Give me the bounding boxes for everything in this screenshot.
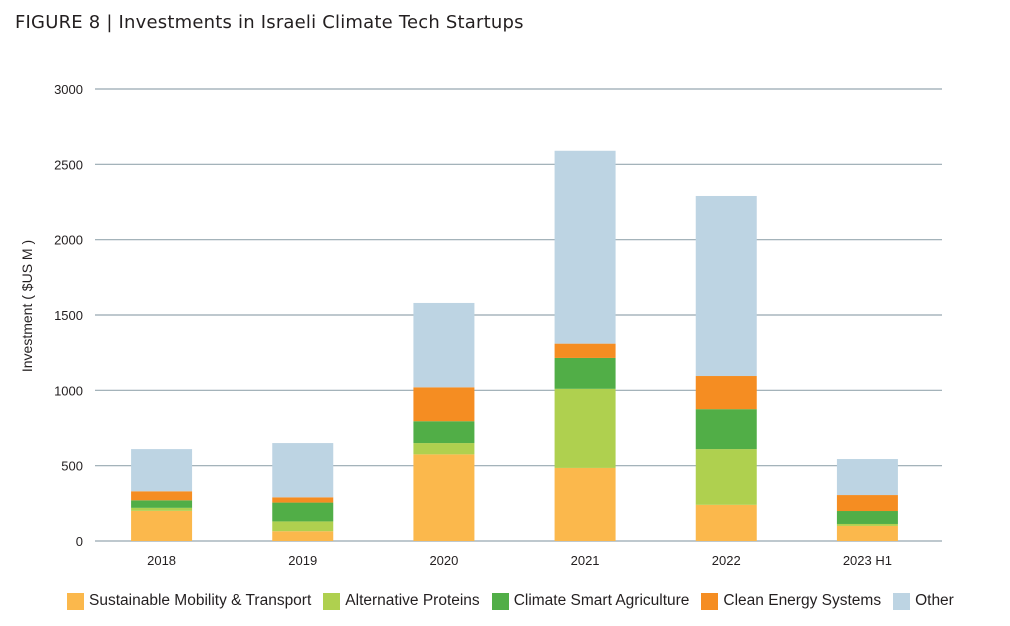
legend-label: Clean Energy Systems	[723, 592, 882, 609]
y-tick-label: 500	[61, 459, 83, 474]
bar-segment-sustainable-mobility-transport	[131, 510, 193, 541]
x-tick-label: 2019	[288, 553, 317, 568]
bar-stack-2023-h1	[836, 459, 898, 541]
bar-segment-other	[554, 150, 616, 344]
bars	[131, 150, 898, 541]
bar-segment-clean-energy-systems	[554, 343, 616, 358]
bar-stack-2020	[413, 302, 475, 541]
legend-label: Sustainable Mobility & Transport	[89, 592, 312, 609]
legend-item: Other	[893, 592, 954, 610]
gridlines	[95, 88, 942, 542]
y-tick-label: 3000	[54, 82, 83, 97]
bar-segment-sustainable-mobility-transport	[554, 467, 616, 541]
bar-segment-clean-energy-systems	[272, 497, 334, 503]
figure-title: FIGURE 8 | Investments in Israeli Climat…	[15, 12, 524, 33]
bar-segment-climate-smart-agriculture	[695, 409, 757, 450]
bar-segment-alternative-proteins	[695, 449, 757, 505]
y-tick-label: 2000	[54, 233, 83, 248]
legend-item: Sustainable Mobility & Transport	[67, 592, 311, 610]
legend-label: Other	[915, 592, 954, 609]
legend-swatch	[893, 592, 911, 610]
bar-segment-clean-energy-systems	[413, 387, 475, 422]
legend-label: Climate Smart Agriculture	[513, 592, 690, 609]
bar-segment-climate-smart-agriculture	[554, 357, 616, 389]
y-tick-label: 1000	[54, 383, 83, 398]
bar-segment-other	[836, 459, 898, 496]
bar-segment-clean-energy-systems	[695, 376, 757, 410]
y-tick-label: 2500	[54, 157, 83, 172]
x-tick-label: 2023 H1	[843, 553, 892, 568]
bar-segment-climate-smart-agriculture	[836, 511, 898, 524]
bar-segment-other	[413, 302, 475, 388]
y-axis-title: Investment ( $US M )	[19, 240, 35, 372]
x-tick-label: 2018	[147, 553, 176, 568]
legend-label: Alternative Proteins	[345, 592, 480, 609]
bar-segment-alternative-proteins	[554, 388, 616, 468]
bar-segment-alternative-proteins	[131, 507, 193, 511]
stacked-bar-chart: 0 500 1000 1500 2000 2500 3000 2018 2019 2020 202…	[19, 82, 942, 568]
y-tick-label: 1500	[54, 308, 83, 323]
x-tick-label: 2022	[712, 553, 741, 568]
bar-segment-climate-smart-agriculture	[272, 502, 334, 522]
bar-segment-clean-energy-systems	[836, 495, 898, 512]
bar-segment-alternative-proteins	[272, 521, 334, 532]
bar-segment-climate-smart-agriculture	[131, 500, 193, 508]
x-axis-ticks: 2018 2019 2020 2021 2022 2023 H1	[147, 553, 892, 568]
legend-item: Clean Energy Systems	[701, 592, 881, 610]
bar-stack-2018	[131, 449, 193, 541]
bar-stack-2021	[554, 150, 616, 541]
bar-segment-alternative-proteins	[413, 443, 475, 455]
bar-segment-sustainable-mobility-transport	[695, 504, 757, 541]
legend-swatch	[323, 592, 341, 610]
y-axis-ticks: 0 500 1000 1500 2000 2500 3000	[54, 82, 83, 549]
bar-segment-sustainable-mobility-transport	[836, 525, 898, 541]
bar-stack-2022	[695, 195, 757, 541]
legend-item: Climate Smart Agriculture	[491, 592, 690, 610]
bar-segment-other	[131, 449, 193, 492]
bar-segment-clean-energy-systems	[131, 491, 193, 501]
legend: Sustainable Mobility & Transport Alternat…	[67, 592, 966, 610]
bar-stack-2019	[272, 443, 334, 541]
legend-swatch	[67, 592, 84, 610]
legend-swatch	[701, 592, 719, 610]
y-tick-label: 0	[76, 534, 83, 549]
bar-segment-sustainable-mobility-transport	[272, 531, 334, 541]
bar-segment-alternative-proteins	[836, 523, 898, 526]
x-tick-label: 2020	[429, 553, 458, 568]
bar-segment-other	[695, 195, 757, 377]
x-tick-label: 2021	[571, 553, 600, 568]
bar-segment-sustainable-mobility-transport	[413, 454, 475, 541]
legend-item: Alternative Proteins	[323, 592, 480, 610]
bar-segment-other	[272, 443, 334, 498]
bar-segment-climate-smart-agriculture	[413, 421, 475, 444]
legend-swatch	[491, 592, 509, 610]
